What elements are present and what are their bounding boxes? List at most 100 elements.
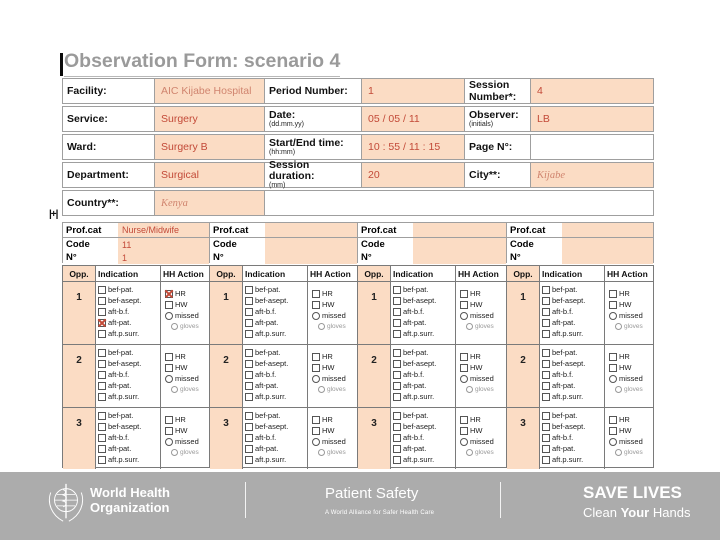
- indication-option-befpat[interactable]: bef-pat.: [245, 410, 307, 421]
- action-option-gloves[interactable]: gloves: [171, 447, 209, 457]
- action-option-gloves[interactable]: gloves: [318, 321, 357, 331]
- action-option-hw[interactable]: HW: [460, 362, 506, 373]
- action-option-hr[interactable]: HR: [165, 351, 209, 362]
- facility-value[interactable]: AIC Kijabe Hospital: [154, 78, 265, 104]
- ward-value[interactable]: Surgery B: [154, 134, 265, 160]
- session-number-value[interactable]: 4: [530, 78, 654, 104]
- indication-option-aftbf[interactable]: aft-b.f.: [98, 306, 160, 317]
- indication-option-aftpsurr[interactable]: aft.p.surr.: [245, 328, 307, 339]
- indication-option-aftbf[interactable]: aft-b.f.: [393, 369, 455, 380]
- indication-option-aftbf[interactable]: aft-b.f.: [98, 369, 160, 380]
- indication-option-befasept[interactable]: bef-asept.: [245, 421, 307, 432]
- action-option-hw[interactable]: HW: [165, 425, 209, 436]
- indication-option-aftbf[interactable]: aft-b.f.: [542, 369, 604, 380]
- indication-option-aftbf[interactable]: aft-b.f.: [245, 432, 307, 443]
- action-option-gloves[interactable]: gloves: [466, 321, 506, 331]
- action-option-gloves[interactable]: gloves: [466, 384, 506, 394]
- indication-option-befpat[interactable]: bef-pat.: [393, 284, 455, 295]
- indication-option-befasept[interactable]: bef-asept.: [393, 421, 455, 432]
- indication-option-aftpsurr[interactable]: aft.p.surr.: [98, 391, 160, 402]
- action-option-missed[interactable]: missed: [165, 436, 209, 447]
- action-option-gloves[interactable]: gloves: [615, 384, 653, 394]
- indication-option-befpat[interactable]: bef-pat.: [542, 410, 604, 421]
- country-value[interactable]: Kenya: [154, 190, 265, 216]
- action-option-gloves[interactable]: gloves: [318, 447, 357, 457]
- indication-option-befpat[interactable]: bef-pat.: [98, 347, 160, 358]
- indication-option-aftpsurr[interactable]: aft.p.surr.: [98, 328, 160, 339]
- action-option-missed[interactable]: missed: [460, 436, 506, 447]
- indication-option-aftbf[interactable]: aft-b.f.: [98, 432, 160, 443]
- city-value[interactable]: Kijabe: [530, 162, 654, 188]
- action-option-hw[interactable]: HW: [165, 299, 209, 310]
- action-option-hw[interactable]: HW: [609, 299, 653, 310]
- action-option-missed[interactable]: missed: [460, 373, 506, 384]
- number-value[interactable]: [413, 251, 506, 264]
- indication-option-aftpat[interactable]: aft-pat.: [393, 380, 455, 391]
- indication-option-aftpsurr[interactable]: aft.p.surr.: [245, 454, 307, 465]
- action-option-hr[interactable]: HR: [460, 288, 506, 299]
- indication-option-befasept[interactable]: bef-asept.: [393, 295, 455, 306]
- action-option-missed[interactable]: missed: [165, 373, 209, 384]
- code-value[interactable]: 11: [118, 238, 209, 251]
- action-option-hw[interactable]: HW: [312, 362, 357, 373]
- code-value[interactable]: [562, 238, 653, 251]
- service-value[interactable]: Surgery: [154, 106, 265, 132]
- indication-option-befasept[interactable]: bef-asept.: [542, 358, 604, 369]
- action-option-hw[interactable]: HW: [460, 425, 506, 436]
- action-option-hr[interactable]: HR: [609, 288, 653, 299]
- indication-option-aftpat[interactable]: aft-pat.: [542, 443, 604, 454]
- indication-option-befpat[interactable]: bef-pat.: [393, 347, 455, 358]
- indication-option-befpat[interactable]: bef-pat.: [245, 347, 307, 358]
- indication-option-aftbf[interactable]: aft-b.f.: [542, 306, 604, 317]
- indication-option-aftpat[interactable]: aft-pat.: [542, 380, 604, 391]
- action-option-missed[interactable]: missed: [609, 373, 653, 384]
- action-option-missed[interactable]: missed: [609, 436, 653, 447]
- profcat-value[interactable]: Nurse/Midwife: [118, 223, 209, 237]
- action-option-hw[interactable]: HW: [460, 299, 506, 310]
- code-value[interactable]: [413, 238, 506, 251]
- indication-option-befasept[interactable]: bef-asept.: [98, 358, 160, 369]
- action-option-gloves[interactable]: gloves: [171, 321, 209, 331]
- indication-option-aftpat[interactable]: aft-pat.: [98, 443, 160, 454]
- action-option-hr[interactable]: HR: [609, 351, 653, 362]
- indication-option-aftpsurr[interactable]: aft.p.surr.: [542, 328, 604, 339]
- date-value[interactable]: 05 / 05 / 11: [361, 106, 465, 132]
- code-value[interactable]: [265, 238, 357, 251]
- indication-option-aftpsurr[interactable]: aft.p.surr.: [393, 391, 455, 402]
- indication-option-aftpat[interactable]: aft-pat.: [245, 380, 307, 391]
- action-option-hw[interactable]: HW: [165, 362, 209, 373]
- indication-option-aftpsurr[interactable]: aft.p.surr.: [98, 454, 160, 465]
- indication-option-befasept[interactable]: bef-asept.: [98, 421, 160, 432]
- action-option-hr[interactable]: HR: [312, 414, 357, 425]
- action-option-hw[interactable]: HW: [609, 362, 653, 373]
- period-number-value[interactable]: 1: [361, 78, 465, 104]
- indication-option-aftbf[interactable]: aft-b.f.: [245, 306, 307, 317]
- action-option-hw[interactable]: HW: [312, 299, 357, 310]
- action-option-missed[interactable]: missed: [460, 310, 506, 321]
- action-option-hr[interactable]: HR: [312, 351, 357, 362]
- indication-option-aftpat[interactable]: aft-pat.: [245, 317, 307, 328]
- indication-option-aftpat[interactable]: aft-pat.: [98, 380, 160, 391]
- action-option-missed[interactable]: missed: [312, 373, 357, 384]
- indication-option-befasept[interactable]: bef-asept.: [393, 358, 455, 369]
- profcat-value[interactable]: [265, 223, 357, 237]
- indication-option-aftbf[interactable]: aft-b.f.: [542, 432, 604, 443]
- number-value[interactable]: [562, 251, 653, 264]
- indication-option-befasept[interactable]: bef-asept.: [245, 358, 307, 369]
- action-option-hw[interactable]: HW: [312, 425, 357, 436]
- action-option-hr[interactable]: HR: [609, 414, 653, 425]
- action-option-hr[interactable]: HR: [165, 414, 209, 425]
- indication-option-aftbf[interactable]: aft-b.f.: [393, 432, 455, 443]
- number-value[interactable]: [265, 251, 357, 264]
- action-option-missed[interactable]: missed: [609, 310, 653, 321]
- number-value[interactable]: 1: [118, 251, 209, 264]
- indication-option-aftpat[interactable]: aft-pat.: [542, 317, 604, 328]
- indication-option-befpat[interactable]: bef-pat.: [245, 284, 307, 295]
- indication-option-aftpat[interactable]: aft-pat.: [245, 443, 307, 454]
- indication-option-aftpsurr[interactable]: aft.p.surr.: [542, 454, 604, 465]
- action-option-hr[interactable]: HR: [460, 351, 506, 362]
- action-option-gloves[interactable]: gloves: [171, 384, 209, 394]
- action-option-hr[interactable]: HR: [460, 414, 506, 425]
- indication-option-aftpat[interactable]: aft-pat.: [393, 317, 455, 328]
- profcat-value[interactable]: [562, 223, 653, 237]
